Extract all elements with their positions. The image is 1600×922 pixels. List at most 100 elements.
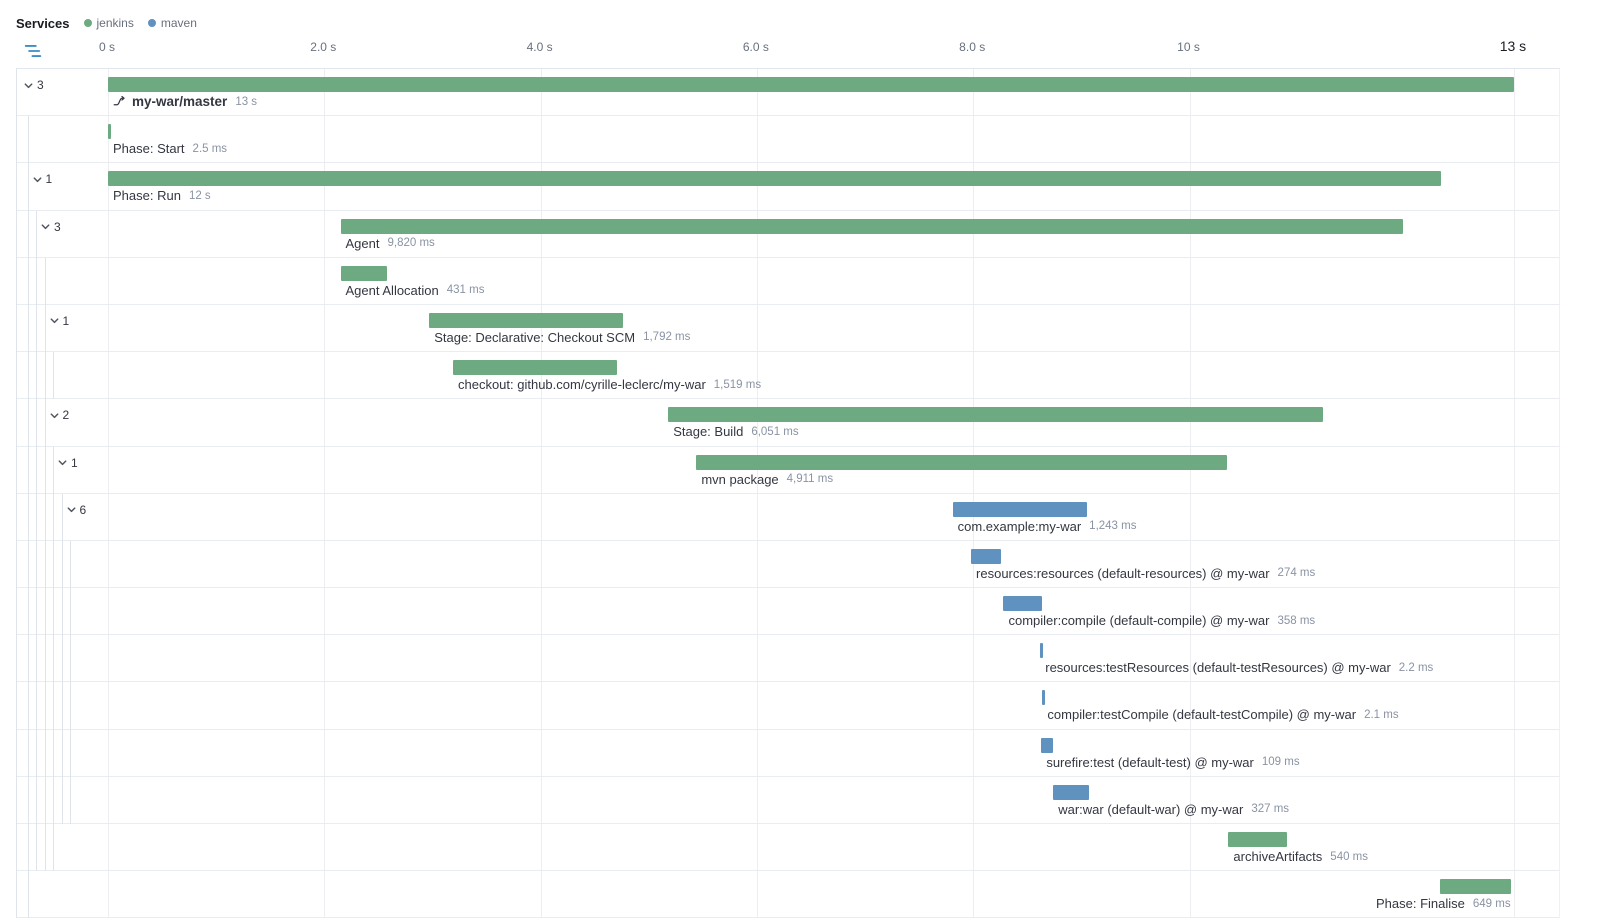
span-bar[interactable] — [952, 501, 1088, 517]
tree-indent-guide — [70, 635, 71, 683]
span-name: war:war (default-war) @ my-war — [1058, 801, 1244, 817]
expand-collapse-toggle[interactable]: 1 — [57, 456, 78, 470]
span-bar[interactable] — [1041, 737, 1054, 753]
span-bar[interactable] — [1053, 784, 1089, 800]
waterfall-icon[interactable] — [24, 42, 42, 60]
chevron-down-icon — [50, 318, 58, 324]
tree-indent-guide — [44, 635, 46, 683]
span-bar[interactable] — [340, 265, 388, 281]
services-legend-title: Services — [16, 15, 70, 31]
expand-collapse-toggle[interactable]: 3 — [40, 220, 61, 234]
span-duration: 540 ms — [1330, 850, 1369, 863]
tree-indent-guide — [61, 776, 63, 824]
span-name: surefire:test (default-test) @ my-war — [1046, 754, 1254, 770]
child-span-count: 3 — [37, 78, 44, 92]
span-duration: 2.1 ms — [1364, 708, 1399, 721]
legend-item-jenkins[interactable]: jenkins — [83, 16, 134, 30]
expand-collapse-toggle[interactable]: 3 — [23, 78, 44, 92]
span-label: Stage: Build 6,051 ms — [673, 424, 798, 439]
tree-indent-guide — [27, 776, 29, 824]
span-bar[interactable] — [340, 218, 1403, 234]
span-name: Agent Allocation — [345, 282, 439, 298]
tree-indent-guide — [53, 635, 54, 683]
span-label: checkout: github.com/cyrille-leclerc/my-… — [458, 377, 761, 392]
waterfall-chart: 3 my-war/master 13 s Phase: Start 2.5 ms 1 Pha… — [16, 68, 1560, 919]
span-row: checkout: github.com/cyrille-leclerc/my-… — [17, 352, 1559, 400]
tree-indent-guide — [36, 776, 37, 824]
expand-collapse-toggle[interactable]: 1 — [32, 172, 52, 186]
tree-indent-guide — [27, 588, 29, 636]
span-duration: 6,051 ms — [751, 425, 799, 438]
span-bar[interactable] — [1042, 690, 1046, 706]
span-duration: 274 ms — [1277, 567, 1316, 580]
axis-tick-label: 8.0 s — [959, 40, 986, 54]
axis-tick-label: 10 s — [1177, 40, 1200, 54]
time-gridline — [324, 69, 326, 919]
span-duration: 2.2 ms — [1398, 661, 1434, 674]
span-bar[interactable] — [971, 548, 1001, 564]
span-duration: 358 ms — [1277, 614, 1316, 627]
span-name: compiler:testCompile (default-testCompil… — [1047, 707, 1357, 723]
span-bar[interactable] — [429, 312, 623, 328]
span-duration: 1,243 ms — [1089, 520, 1137, 533]
tree-indent-guide — [44, 729, 46, 777]
legend-label: maven — [160, 16, 197, 30]
tree-indent-guide — [27, 352, 29, 400]
child-span-count: 1 — [62, 313, 70, 328]
chevron-down-icon — [67, 507, 75, 513]
expand-collapse-toggle[interactable]: 2 — [49, 408, 69, 422]
span-duration: 13 s — [235, 95, 258, 108]
child-span-count: 6 — [79, 502, 87, 517]
span-row: 3 my-war/master 13 s — [17, 69, 1559, 117]
tree-indent-guide — [36, 399, 37, 447]
span-label: archiveArtifacts 540 ms — [1233, 849, 1368, 864]
tree-indent-guide — [36, 588, 37, 636]
expand-collapse-toggle[interactable]: 1 — [49, 313, 70, 328]
tree-indent-guide — [36, 493, 37, 541]
tree-indent-guide — [27, 399, 29, 447]
span-bar[interactable] — [696, 454, 1228, 470]
tree-indent-guide — [27, 871, 29, 919]
span-row: compiler:compile (default-compile) @ my-… — [17, 588, 1559, 636]
tree-indent-guide — [27, 729, 29, 777]
expand-collapse-toggle[interactable]: 6 — [66, 502, 87, 517]
span-bar[interactable] — [668, 407, 1323, 423]
span-row: Phase: Start 2.5 ms — [17, 116, 1559, 164]
span-row: war:war (default-war) @ my-war 327 ms — [17, 776, 1559, 824]
span-duration: 431 ms — [446, 284, 485, 297]
span-bar[interactable] — [1440, 879, 1511, 895]
tree-indent-guide — [53, 493, 54, 541]
span-name: checkout: github.com/cyrille-leclerc/my-… — [457, 377, 706, 393]
legend-item-maven[interactable]: maven — [147, 16, 197, 30]
tree-indent-guide — [44, 352, 46, 400]
tree-indent-guide — [53, 588, 54, 636]
chevron-down-icon — [33, 177, 41, 182]
tree-indent-guide — [36, 446, 37, 494]
span-row: 1 mvn package 4,911 ms — [17, 446, 1559, 494]
tree-indent-guide — [53, 540, 54, 589]
span-bar[interactable] — [1040, 643, 1044, 659]
time-gridline — [1513, 69, 1515, 919]
span-label: Agent 9,820 ms — [346, 236, 435, 251]
tree-indent-guide — [70, 682, 71, 730]
tree-indent-guide — [36, 682, 37, 730]
tree-indent-guide — [44, 493, 46, 541]
span-bar[interactable] — [108, 171, 1442, 187]
span-name: Phase: Start — [113, 141, 185, 157]
tree-indent-guide — [61, 729, 63, 777]
span-name: Phase: Finalise — [1376, 896, 1465, 912]
tree-indent-guide — [44, 257, 46, 305]
span-duration: 9,820 ms — [387, 237, 435, 250]
span-duration: 327 ms — [1251, 803, 1290, 816]
span-row: resources:resources (default-resources) … — [17, 540, 1559, 589]
span-bar[interactable] — [1003, 596, 1043, 612]
span-bar[interactable] — [108, 77, 1514, 92]
legend-items: jenkins maven — [83, 16, 197, 30]
span-bar[interactable] — [108, 124, 111, 140]
span-bar[interactable] — [1228, 832, 1287, 847]
span-bar[interactable] — [452, 360, 618, 376]
waterfall-rows: 3 my-war/master 13 s Phase: Start 2.5 ms 1 Pha… — [17, 69, 1559, 919]
span-name: resources:testResources (default-testRes… — [1045, 660, 1391, 676]
tree-indent-guide — [36, 824, 37, 872]
